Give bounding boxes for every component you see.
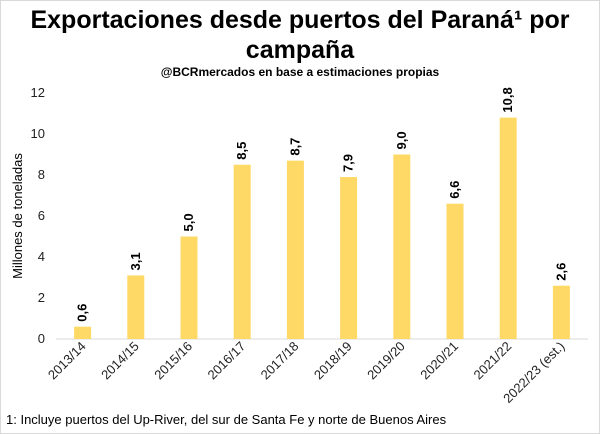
chart-title-line1: Exportaciones desde puertos del Paraná¹ … [30, 6, 570, 34]
y-tick-label: 4 [38, 249, 45, 264]
value-label: 8,5 [234, 142, 249, 160]
y-tick-label: 8 [38, 167, 45, 182]
value-label: 9,0 [394, 131, 409, 149]
y-axis-label: Millones de toneladas [10, 153, 25, 279]
y-tick-label: 2 [38, 290, 45, 305]
bar [233, 164, 251, 339]
x-tick-label: 2018/19 [311, 339, 355, 383]
chart-title-line2: campaña [245, 36, 355, 64]
bar [127, 275, 145, 339]
value-label: 5,0 [181, 213, 196, 231]
bar [446, 203, 464, 339]
bar [393, 154, 411, 339]
x-tick-label: 2020/21 [417, 339, 461, 383]
x-tick-label: 2017/18 [258, 339, 302, 383]
bar [180, 236, 198, 339]
bar [74, 326, 92, 339]
value-label: 8,7 [287, 138, 302, 156]
x-axis-ticks: 2013/14 2014/15 2015/16 2016/17 2017/18 2018/… [45, 339, 568, 406]
bar [499, 117, 517, 339]
y-tick-label: 10 [31, 126, 45, 141]
x-tick-label: 2019/20 [364, 339, 408, 383]
x-tick-label: 2021/22 [470, 339, 514, 383]
value-labels: 0,6 3,1 5,0 8,5 8,7 7,9 9,0 6,6 10,8 2,6 [75, 87, 569, 321]
value-label: 7,9 [341, 154, 356, 172]
x-tick-label: 2014/15 [98, 339, 142, 383]
x-tick-label: 2013/14 [45, 339, 89, 383]
value-label: 2,6 [553, 263, 568, 281]
y-tick-label: 0 [38, 331, 45, 346]
x-tick-label: 2016/17 [204, 339, 248, 383]
value-label: 10,8 [500, 87, 515, 112]
bar [340, 177, 358, 339]
x-tick-label: 2015/16 [151, 339, 195, 383]
bars [74, 117, 570, 339]
y-tick-label: 6 [38, 208, 45, 223]
bar [286, 160, 304, 339]
y-axis-ticks: 0 2 4 6 8 10 12 [31, 85, 45, 346]
y-tick-label: 12 [31, 85, 45, 100]
value-label: 3,1 [128, 252, 143, 270]
footnote: 1: Incluye puertos del Up-River, del sur… [6, 412, 447, 427]
value-label: 6,6 [447, 181, 462, 199]
value-label: 0,6 [75, 304, 90, 322]
bar [552, 285, 570, 339]
chart-subtitle: @BCRmercados en base a estimaciones prop… [160, 65, 440, 79]
